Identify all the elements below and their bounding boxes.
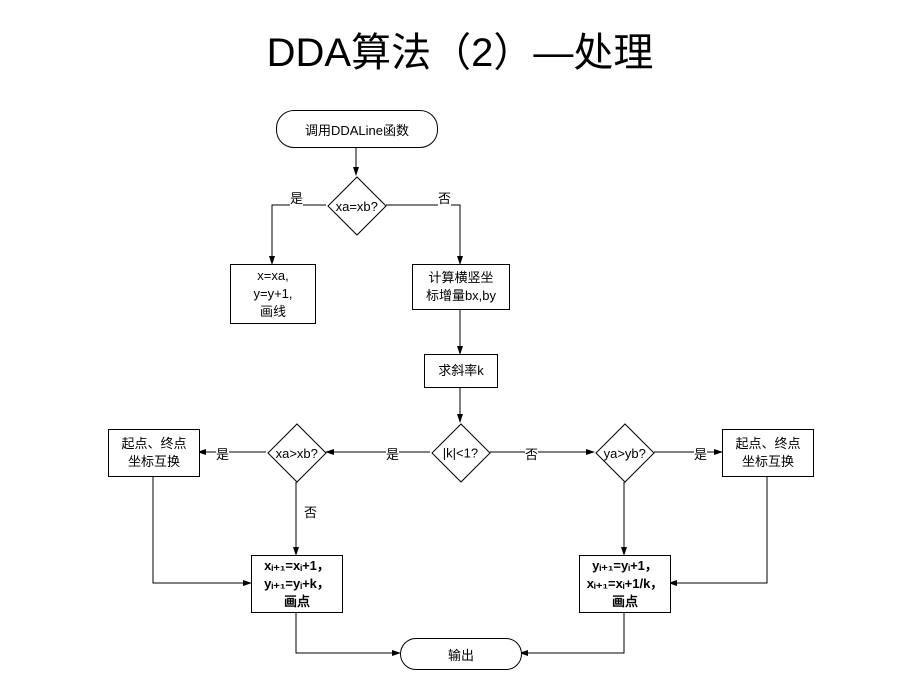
node-output: 输出: [400, 638, 522, 670]
node-swap_left: 起点、终点坐标互换: [108, 429, 200, 477]
edge: [520, 611, 624, 653]
node-box_left: x=xa,y=y+1,画线: [230, 264, 316, 324]
node-proc_right: yᵢ₊₁=yᵢ+1，xᵢ₊₁=xᵢ+1/k，画点: [579, 555, 671, 613]
node-proc_left: xᵢ₊₁=xᵢ+1，yᵢ₊₁=yᵢ+k，画点: [251, 555, 343, 613]
label-l_yes4: 是: [694, 444, 707, 463]
node-start: 调用DDALine函数: [276, 110, 438, 148]
node-box_slope: 求斜率k: [424, 354, 498, 388]
label-l_yes1: 是: [290, 188, 303, 207]
label-l_no3: 否: [304, 502, 317, 521]
edge: [272, 205, 326, 264]
label-l_no1: 否: [438, 188, 451, 207]
edge: [296, 611, 400, 653]
label-l_no2: 否: [525, 444, 538, 463]
edge: [669, 475, 767, 583]
label-l_yes2: 是: [386, 444, 399, 463]
node-swap_right: 起点、终点坐标互换: [722, 429, 814, 477]
node-box_calc: 计算横竖坐标增量bx,by: [412, 264, 510, 310]
edge: [386, 205, 460, 264]
edge: [153, 475, 251, 583]
label-l_yes3: 是: [216, 444, 229, 463]
